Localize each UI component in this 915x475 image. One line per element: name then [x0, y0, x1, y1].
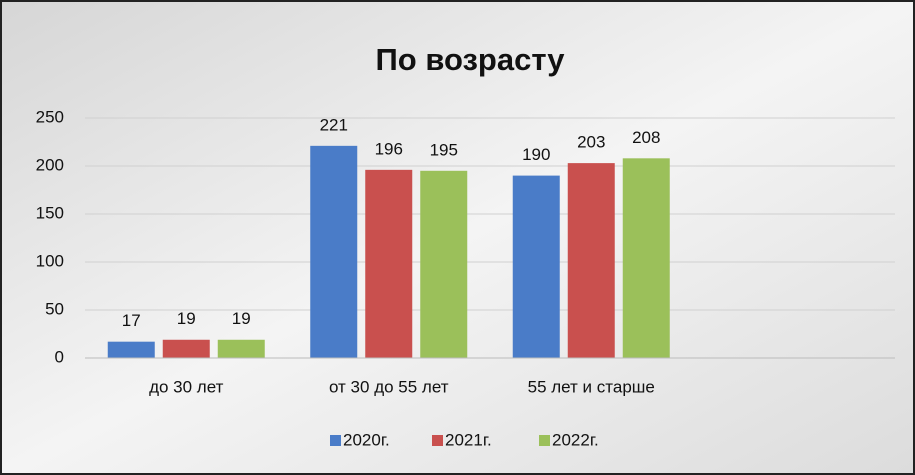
data-label: 196: [375, 139, 403, 158]
legend-label: 2022г.: [552, 430, 599, 449]
data-label: 195: [430, 140, 458, 159]
data-label: 19: [232, 309, 251, 328]
legend-label: 2020г.: [343, 430, 390, 449]
y-tick-label: 100: [36, 251, 64, 270]
bar: [420, 170, 468, 358]
data-label: 221: [320, 115, 348, 134]
bar: [567, 163, 615, 358]
data-label: 190: [522, 145, 550, 164]
data-label: 17: [122, 311, 141, 330]
chart-title: По возрасту: [375, 42, 565, 77]
y-tick-label: 50: [45, 299, 64, 318]
bar: [622, 158, 670, 358]
bar: [162, 339, 210, 358]
y-tick-label: 200: [36, 155, 64, 174]
bar: [365, 169, 413, 358]
data-label: 208: [632, 128, 660, 147]
y-tick-label: 250: [36, 107, 64, 126]
x-tick-label: 55 лет и старше: [528, 377, 655, 396]
bar: [107, 341, 155, 358]
legend-label: 2021г.: [445, 430, 492, 449]
legend-swatch: [539, 435, 550, 446]
bar: [217, 339, 265, 358]
x-tick-label: до 30 лет: [149, 377, 224, 396]
legend-swatch: [330, 435, 341, 446]
data-label: 203: [577, 133, 605, 152]
data-label: 19: [177, 309, 196, 328]
bar: [512, 175, 560, 358]
y-tick-label: 150: [36, 203, 64, 222]
y-tick-label: 0: [55, 347, 64, 366]
legend-swatch: [432, 435, 443, 446]
bar: [310, 145, 358, 358]
x-tick-label: от 30 до 55 лет: [329, 377, 449, 396]
